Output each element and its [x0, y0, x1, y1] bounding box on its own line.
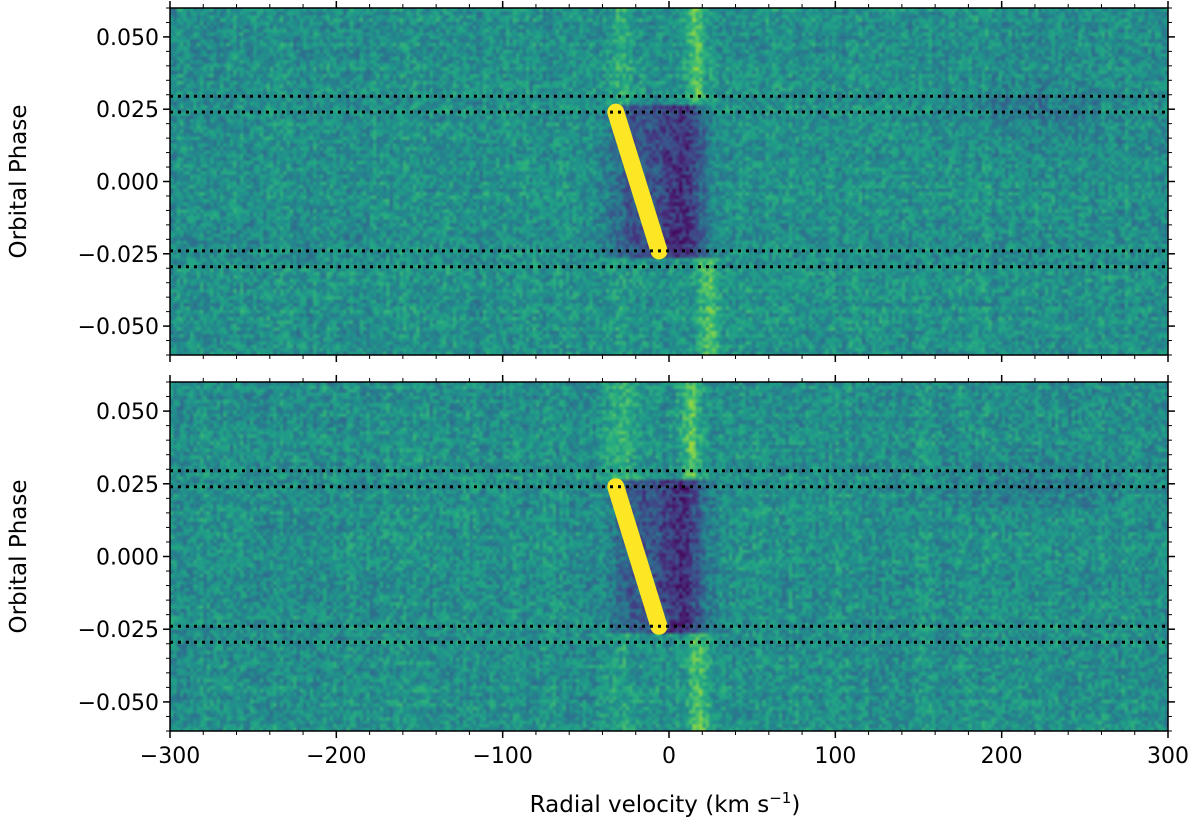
heatmap-image — [170, 382, 1168, 731]
x-tick-label: −200 — [306, 744, 366, 769]
x-axis: −300 −200 −100 0 100 200 300 — [140, 744, 1189, 769]
x-tick-label: −300 — [140, 744, 200, 769]
x-tick-label: −100 — [472, 744, 532, 769]
y-axis-title: Orbital Phase — [6, 104, 32, 258]
y-tick-label: −0.025 — [78, 243, 159, 268]
y-axis-title: Orbital Phase — [6, 479, 32, 633]
x-tick-label: 100 — [814, 744, 856, 769]
y-tick-label: 0.050 — [96, 26, 159, 51]
y-tick-label: 0.025 — [96, 98, 159, 123]
y-tick-label: 0.050 — [96, 400, 159, 425]
planet-trail — [607, 478, 668, 635]
x-axis-title: Radial velocity (km s−1) — [530, 789, 801, 818]
heatmap-image — [170, 8, 1168, 355]
y-tick-label: 0.000 — [96, 546, 159, 571]
y-tick-label: 0.000 — [96, 171, 159, 196]
y-tick-label: −0.025 — [78, 618, 159, 643]
top-panel: −0.050 −0.025 0.000 0.025 0.050 Orbital Phase — [6, 1, 1175, 362]
x-tick-label: 0 — [662, 744, 676, 769]
y-tick-label: −0.050 — [78, 691, 159, 716]
x-tick-label: 300 — [1147, 744, 1189, 769]
x-tick-label: 200 — [981, 744, 1023, 769]
y-tick-label: 0.025 — [96, 473, 159, 498]
bottom-panel: −0.050 −0.025 0.000 0.025 0.050 Orbital Phase — [6, 375, 1175, 738]
planet-trail — [607, 103, 668, 260]
y-tick-label: −0.050 — [78, 315, 159, 340]
